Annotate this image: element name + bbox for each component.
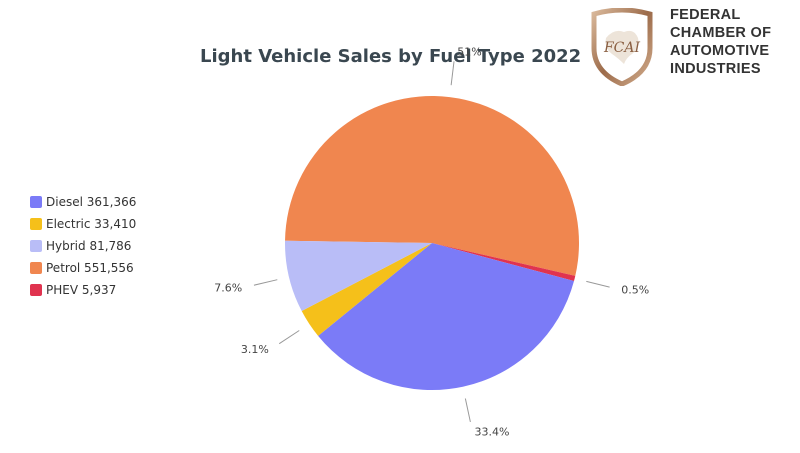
legend-label: Diesel 361,366 — [46, 195, 137, 209]
slice-label-petrol: 51% — [457, 45, 481, 58]
pie-slice-electric — [301, 243, 432, 336]
legend-item-diesel: Diesel 361,366 — [30, 191, 136, 213]
legend-swatch — [30, 196, 42, 208]
legend-item-electric: Electric 33,410 — [30, 213, 136, 235]
org-line: INDUSTRIES — [670, 61, 761, 77]
slice-label-phev: 0.5% — [621, 284, 649, 297]
leader-line — [450, 61, 455, 86]
slice-label-electric: 3.1% — [241, 343, 269, 356]
pie-slice-petrol — [285, 95, 579, 276]
pie-slice-phev — [432, 243, 576, 282]
legend-label: Hybrid 81,786 — [46, 239, 132, 253]
legend-item-petrol: Petrol 551,556 — [30, 257, 136, 279]
legend-swatch — [30, 240, 42, 252]
legend-label: PHEV 5,937 — [46, 283, 117, 297]
logo-text: FCAI — [603, 40, 641, 56]
org-line: CHAMBER OF — [670, 25, 772, 41]
slice-label-diesel: 33.4% — [474, 426, 509, 439]
legend-item-hybrid: Hybrid 81,786 — [30, 235, 136, 257]
leader-line — [278, 330, 300, 345]
fcai-logo: FCAI — [586, 7, 658, 91]
pie-slice-hybrid — [284, 240, 432, 312]
legend-label: Petrol 551,556 — [46, 261, 134, 275]
organization-name: FEDERAL CHAMBER OF AUTOMOTIVE INDUSTRIES — [670, 6, 771, 78]
legend-label: Electric 33,410 — [46, 217, 137, 231]
chart-title: Light Vehicle Sales by Fuel Type 2022 — [200, 46, 582, 67]
legend-swatch — [30, 284, 42, 296]
legend-item-phev: PHEV 5,937 — [30, 279, 136, 301]
org-line: FEDERAL — [670, 7, 741, 23]
pie-slice-diesel — [318, 243, 574, 391]
legend-swatch — [30, 218, 42, 230]
leader-line — [464, 398, 471, 423]
leader-line — [586, 280, 610, 288]
leader-line — [253, 279, 278, 286]
org-line: AUTOMOTIVE — [670, 43, 770, 59]
slice-label-hybrid: 7.6% — [214, 282, 242, 295]
legend-swatch — [30, 262, 42, 274]
chart-legend: Diesel 361,366 Electric 33,410 Hybrid 81,7… — [30, 191, 136, 301]
